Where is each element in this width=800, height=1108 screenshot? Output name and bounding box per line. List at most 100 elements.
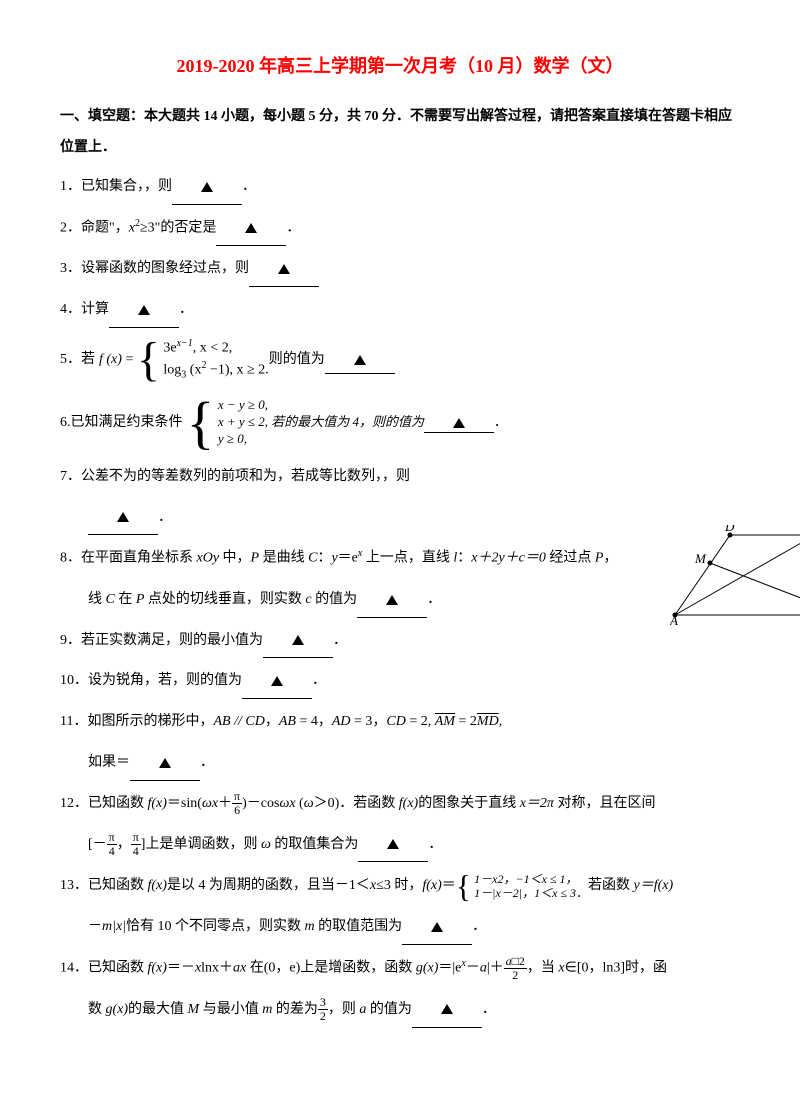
q14-j: 数 bbox=[88, 1002, 106, 1017]
q14-a: 14．已知函数 bbox=[60, 961, 148, 976]
q11-d: = 3， bbox=[351, 714, 387, 729]
q12-i: [－ bbox=[88, 837, 107, 852]
q11-ad: AD bbox=[332, 714, 351, 729]
q14-ax: ax bbox=[233, 961, 246, 976]
q5-fx: f (x) bbox=[99, 352, 122, 367]
q11-f: = 2 bbox=[455, 714, 477, 729]
q8-i: ， bbox=[603, 551, 617, 566]
q13-a: 13．已知函数 bbox=[60, 878, 148, 893]
q8-b: 中， bbox=[219, 551, 251, 566]
q3-text: 3．设幂函数的图象经过点，则 bbox=[60, 261, 249, 276]
q13-f: － bbox=[88, 919, 102, 934]
q13-l1: 1－x2，−1＜x ≤ 1， bbox=[474, 872, 588, 886]
question-12-cont: [－π4，π4]上是单调函数，则 ω 的取值集合为． bbox=[60, 830, 740, 861]
svg-text:D: D bbox=[724, 525, 735, 534]
q14-h: ，当 bbox=[527, 961, 559, 976]
question-2: 2．命题"，x2≥3"的否定是． bbox=[60, 213, 740, 244]
q12-w: ω bbox=[304, 796, 314, 811]
q14-l: 与最小值 bbox=[199, 1002, 262, 1017]
q12-pi: π bbox=[232, 790, 242, 804]
q8-C2: C bbox=[106, 592, 115, 607]
q12-4a: 4 bbox=[107, 845, 117, 858]
q13-fx: f(x) bbox=[148, 878, 167, 893]
q5-l2b: (x bbox=[190, 362, 202, 377]
q10-text: 10．设为锐角，若，则的值为 bbox=[60, 673, 242, 688]
svg-text:A: A bbox=[670, 613, 678, 625]
question-10: 10．设为锐角，若，则的值为． bbox=[60, 666, 740, 697]
q12-g: 的图象关于直线 bbox=[418, 796, 520, 811]
q8-j: 线 bbox=[88, 592, 106, 607]
q2-text-a: 2．命题"， bbox=[60, 220, 129, 235]
q12-fx: f(x) bbox=[148, 796, 167, 811]
question-11: 11．如图所示的梯形中，AB // CD，AB = 4，AD = 3，CD = … bbox=[60, 707, 740, 738]
q8-l2: 点处的切线垂直，则实数 bbox=[144, 592, 305, 607]
q13-g: 恰有 10 个不同零点，则实数 bbox=[126, 919, 305, 934]
q14-m2: m bbox=[262, 1002, 272, 1017]
q12-a: 12．已知函数 bbox=[60, 796, 148, 811]
q8-m: 的值为 bbox=[312, 592, 358, 607]
q12-c: ＋ bbox=[218, 796, 232, 811]
q8-p: P bbox=[251, 551, 260, 566]
q12-wx2: ωx bbox=[279, 796, 295, 811]
q14-n: 的差为 bbox=[272, 1002, 318, 1017]
q8-h: 经过点 bbox=[549, 551, 595, 566]
q11-cd: CD bbox=[386, 714, 405, 729]
q14-gx: g(x) bbox=[416, 961, 439, 976]
q14-b: ＝－ bbox=[167, 961, 195, 976]
section-header: 一、填空题：本大题共 14 小题，每小题 5 分，共 70 分．不需要写出解答过… bbox=[60, 102, 740, 164]
q11-abcd: AB // CD bbox=[213, 714, 264, 729]
question-12: 12．已知函数 f(x)＝sin(ωx＋π6)－cosωx (ω＞0)．若函数 … bbox=[60, 789, 740, 820]
q5-pre: 5．若 bbox=[60, 347, 95, 372]
q8-eq: x＋2y＋c＝0 bbox=[471, 551, 549, 566]
q5-l2c: −1), x ≥ 2. bbox=[210, 362, 269, 377]
q6-l3: y ≥ 0, bbox=[218, 431, 507, 448]
q7-text: 7．公差不为的等差数列的前项和为，若成等比数列，，则 bbox=[60, 469, 410, 484]
q12-b: ＝sin( bbox=[167, 796, 202, 811]
question-14-cont: 数 g(x)的最大值 M 与最小值 m 的差为32，则 a 的值为． bbox=[60, 995, 740, 1026]
q13-h: 的取值范围为 bbox=[315, 919, 403, 934]
q8-a: 8．在平面直角坐标系 bbox=[60, 551, 197, 566]
q14-lnx: lnx bbox=[201, 961, 219, 976]
q8-g: ： bbox=[457, 551, 471, 566]
q6-l2: x + y ≤ 2, 若的最大值为 4，则的值为 bbox=[218, 414, 424, 429]
q14-a2: a bbox=[480, 961, 487, 976]
q5-l1b: , x < 2, bbox=[193, 341, 232, 356]
q6-pre: 6.已知满足约束条件 bbox=[60, 410, 183, 435]
q12-k: ]上是单调函数，则 bbox=[141, 837, 261, 852]
q11-c: = 4， bbox=[296, 714, 332, 729]
q14-k: 的最大值 bbox=[128, 1002, 188, 1017]
q14-p: 的值为 bbox=[366, 1002, 412, 1017]
q14-c: ＋ bbox=[219, 961, 233, 976]
q12-d: )－cos bbox=[242, 796, 279, 811]
question-1: 1．已知集合，，则． bbox=[60, 172, 740, 203]
q14-gx2: g(x) bbox=[106, 1002, 129, 1017]
q6-l1: x − y ≥ 0, bbox=[218, 397, 507, 414]
q11-g: , bbox=[499, 714, 503, 729]
q14-g: |＋ bbox=[487, 961, 504, 976]
q12-f: ＞0)．若函数 bbox=[314, 796, 399, 811]
q8-k: 在 bbox=[115, 592, 136, 607]
question-3: 3．设幂函数的图象经过点，则 bbox=[60, 254, 740, 285]
question-7: 7．公差不为的等差数列的前项和为，若成等比数列，，则 bbox=[60, 462, 740, 493]
q5-l2a: log bbox=[163, 362, 181, 377]
q4-text: 4．计算 bbox=[60, 302, 109, 317]
question-11-cont: 如果＝． bbox=[60, 748, 740, 779]
q8-c: 是曲线 bbox=[259, 551, 308, 566]
q11-a: 11．如图所示的梯形中， bbox=[60, 714, 213, 729]
q14-sq: 2 bbox=[519, 954, 525, 968]
q14-i: ∈[0，ln3]时，函 bbox=[565, 961, 667, 976]
question-13-cont: －m|x|恰有 10 个不同零点，则实数 m 的取值范围为． bbox=[60, 912, 740, 943]
q13-l2: 1－|x－2|，1＜x ≤ 3． bbox=[474, 886, 588, 900]
q11-ab: AB bbox=[279, 714, 296, 729]
q1-text: 1．已知集合，，则 bbox=[60, 179, 172, 194]
q14-22: 2 bbox=[318, 1010, 328, 1023]
q12-h: 对称，且在区间 bbox=[554, 796, 656, 811]
q8-xoy: xOy bbox=[197, 551, 220, 566]
q13-m: m bbox=[305, 919, 315, 934]
q11-am: AM bbox=[435, 714, 455, 729]
q13-b: 是以 4 为周期的函数，且当－1＜ bbox=[167, 878, 370, 893]
q9-text: 9．若正实数满足，则的最小值为 bbox=[60, 633, 263, 648]
q12-4b: 4 bbox=[131, 845, 141, 858]
q14-2: 2 bbox=[504, 969, 527, 982]
question-8: 8．在平面直角坐标系 xOy 中，P 是曲线 C：y＝ex 上一点，直线 l：x… bbox=[60, 543, 740, 574]
